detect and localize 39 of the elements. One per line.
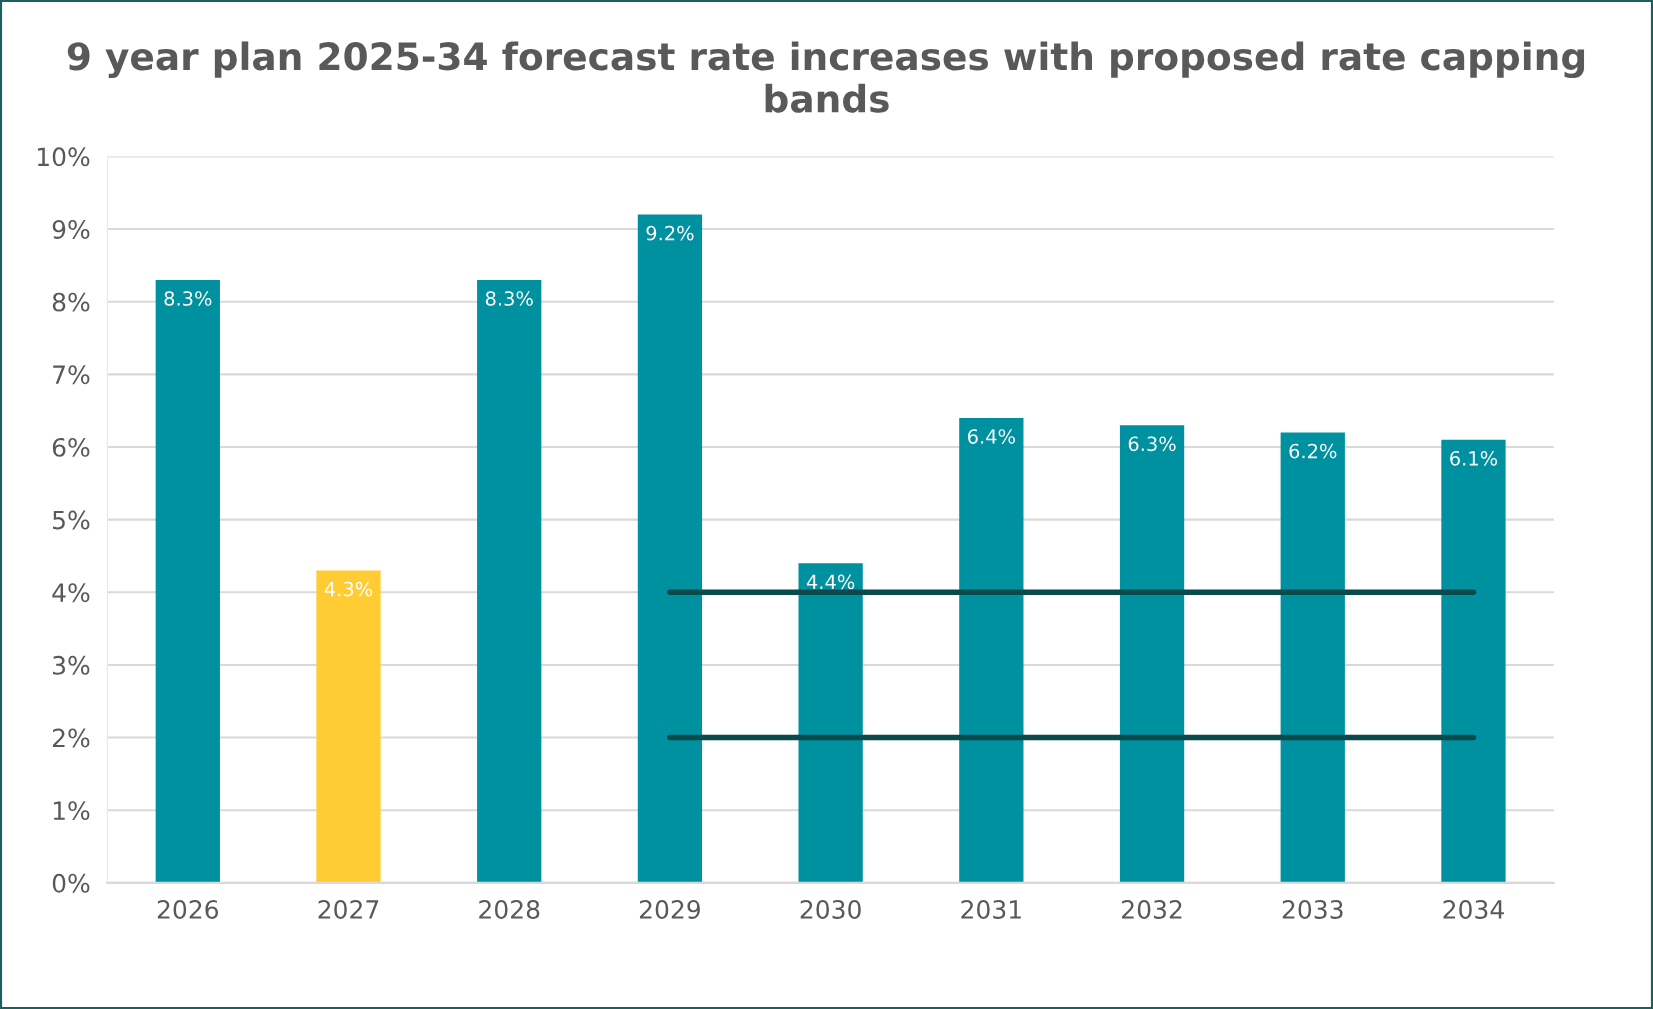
- bar: [637, 214, 703, 883]
- data-label: 6.3%: [1128, 436, 1176, 452]
- bar: [477, 279, 542, 883]
- y-tick-label: 7%: [53, 365, 90, 385]
- y-tick-label: 8%: [52, 292, 90, 312]
- data-label: 6.1%: [1450, 450, 1498, 466]
- y-tick-label: 4%: [52, 583, 90, 603]
- x-tick-label: 2030: [800, 899, 861, 919]
- bar: [316, 570, 381, 883]
- data-label: 6.2%: [1289, 443, 1337, 459]
- data-label: 8.3%: [164, 291, 212, 306]
- data-label: 4.3%: [324, 581, 373, 597]
- data-label: 4.4%: [806, 574, 855, 590]
- y-tick-label: 1%: [53, 801, 90, 821]
- chart-title: 9 year plan 2025-34 forecast rate increases with proposed rate capping bands: [67, 41, 1585, 113]
- y-tick-label: 5%: [53, 510, 90, 530]
- y-tick-label: 2%: [52, 728, 90, 748]
- bar: [155, 279, 220, 883]
- y-tick-label: 9%: [52, 219, 90, 239]
- data-label: 9.2%: [646, 225, 694, 241]
- y-tick-label: 3%: [53, 655, 90, 675]
- x-tick-label: 2031: [961, 899, 1021, 919]
- bar: [959, 417, 1024, 883]
- bar: [1280, 432, 1345, 883]
- x-tick-label: 2026: [157, 899, 219, 919]
- x-tick-label: 2029: [639, 899, 700, 919]
- x-tick-label: 2032: [1122, 899, 1182, 919]
- bar: [1119, 425, 1185, 883]
- y-tick-label: 0%: [52, 873, 90, 893]
- bar: [1441, 439, 1506, 883]
- x-tick-label: 2027: [318, 899, 379, 919]
- y-tick-label: 6%: [52, 437, 90, 457]
- data-label: 8.3%: [485, 291, 533, 306]
- x-tick-label: 2033: [1282, 899, 1343, 919]
- y-tick-label: 10%: [37, 147, 90, 167]
- data-label: 6.4%: [968, 429, 1015, 444]
- x-tick-label: 2028: [479, 899, 540, 919]
- x-tick-label: 2034: [1443, 899, 1504, 919]
- bar: [798, 563, 863, 883]
